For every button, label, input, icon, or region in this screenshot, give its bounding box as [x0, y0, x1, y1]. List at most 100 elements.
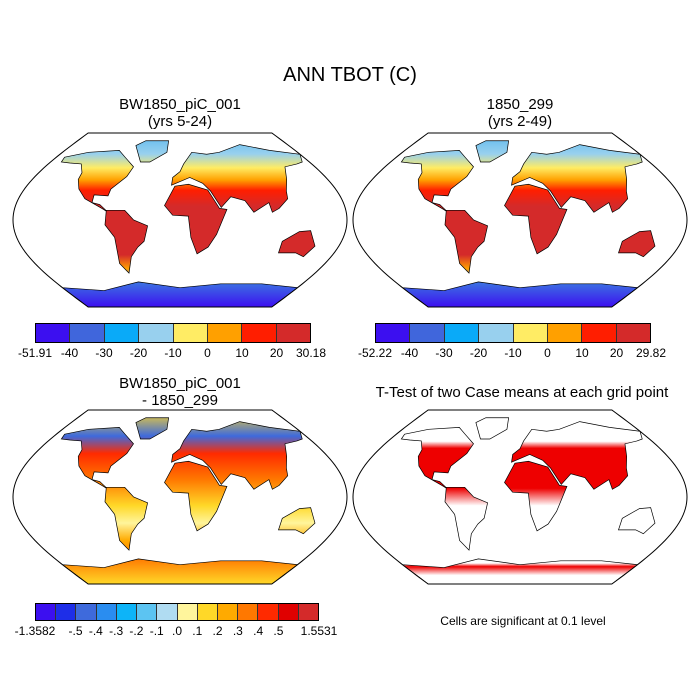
landmass-antarctica	[61, 281, 299, 307]
landmass-antarctica	[401, 558, 639, 584]
colorbar-label: -20	[129, 346, 148, 360]
colorbar-label: .1	[192, 624, 203, 638]
landmass-africa	[504, 460, 568, 532]
landmass-south-america	[444, 486, 489, 551]
colorbar-box	[207, 324, 243, 342]
landmass-australia	[618, 230, 656, 258]
landmass-greenland	[135, 140, 170, 163]
colorbar-box	[36, 604, 57, 620]
colorbar-box	[76, 604, 97, 620]
map-outline	[352, 132, 688, 308]
colorbar-label: .0	[171, 624, 183, 638]
colorbar-label: 0	[544, 346, 551, 360]
colorbar-box	[513, 324, 548, 342]
colorbar-label: 30.18	[295, 346, 327, 360]
map-outline	[352, 409, 688, 585]
panel1-subtitle: (yrs 5-24)	[147, 113, 213, 130]
colorbar-label: .5	[273, 624, 284, 638]
landmass-greenland	[475, 140, 510, 163]
landmass-north-america	[400, 150, 474, 213]
colorbar-box	[410, 324, 445, 342]
colorbar-label: -52.22	[357, 346, 393, 360]
map-panel4	[352, 409, 688, 585]
colorbar-box	[96, 604, 117, 620]
colorbar-label: 10	[235, 346, 249, 360]
colorbar-label: -10	[164, 346, 182, 360]
colorbar-box	[616, 324, 650, 342]
map-panel1	[12, 132, 348, 308]
colorbar-panel3	[35, 603, 319, 621]
panel1-title: BW1850_piC_001	[119, 96, 241, 113]
colorbar-box	[238, 604, 259, 620]
landmass-antarctica	[401, 281, 639, 307]
colorbar-box	[217, 604, 239, 620]
landmass-eurasia	[171, 144, 303, 213]
landmass-eurasia	[171, 421, 303, 490]
colorbar-box	[36, 324, 71, 342]
panel4-title: T-Test of two Case means at each grid po…	[375, 384, 669, 401]
landmass-eurasia	[511, 144, 643, 213]
colorbar-label: -51.91	[17, 346, 53, 360]
colorbar-box	[376, 324, 411, 342]
colorbar-box	[242, 324, 277, 342]
colorbar-box	[258, 604, 279, 620]
colorbar-box	[116, 604, 138, 620]
landmass-africa	[164, 460, 228, 532]
landmass-greenland	[135, 417, 170, 440]
colorbar-box	[56, 604, 77, 620]
colorbar-label: -.3	[109, 624, 124, 638]
colorbar-label: 0	[204, 346, 211, 360]
map-outline	[12, 409, 348, 585]
landmass-australia	[278, 230, 316, 258]
colorbar-box	[139, 324, 174, 342]
landmass-australia	[278, 507, 316, 535]
colorbar-box	[547, 324, 583, 342]
colorbar-box	[177, 604, 198, 620]
landmass-south-america	[104, 486, 149, 551]
map-outline	[12, 132, 348, 308]
colorbar-label: -40	[400, 346, 419, 360]
significance-note: Cells are significant at 0.1 level	[440, 614, 606, 628]
colorbar-label: 1.5531	[300, 624, 338, 638]
colorbar-box	[104, 324, 140, 342]
landmass-south-america	[444, 209, 489, 274]
landmass-antarctica	[61, 558, 299, 584]
landmass-eurasia	[511, 421, 643, 490]
colorbar-label: 29.82	[635, 346, 667, 360]
panel2-subtitle: (yrs 2-49)	[487, 113, 553, 130]
colorbar-box	[582, 324, 617, 342]
colorbar-label: 10	[575, 346, 589, 360]
colorbar-box	[137, 604, 158, 620]
colorbar-label: -.2	[129, 624, 144, 638]
colorbar-box	[173, 324, 208, 342]
colorbar-panel1	[35, 323, 311, 343]
landmass-north-america	[60, 150, 134, 213]
colorbar-box	[157, 604, 178, 620]
landmass-north-america	[400, 427, 474, 490]
colorbar-label: -.1	[149, 624, 164, 638]
colorbar-label: -1.3582	[14, 624, 56, 638]
colorbar-label: 20	[609, 346, 624, 360]
colorbar-box	[276, 324, 310, 342]
map-panel2	[352, 132, 688, 308]
colorbar-panel2	[375, 323, 651, 343]
landmass-australia	[618, 507, 656, 535]
landmass-north-america	[60, 427, 134, 490]
colorbar-label: -10	[504, 346, 522, 360]
colorbar-label: .3	[232, 624, 243, 638]
panel3-subtitle: - 1850_299	[142, 392, 218, 409]
colorbar-box	[444, 324, 480, 342]
panel2-title: 1850_299	[486, 96, 554, 113]
colorbar-label: -20	[469, 346, 488, 360]
colorbar-label: -.5	[68, 624, 83, 638]
colorbar-label: -30	[435, 346, 453, 360]
colorbar-box	[298, 604, 319, 620]
colorbar-box	[70, 324, 105, 342]
colorbar-box	[197, 604, 218, 620]
landmass-africa	[504, 183, 568, 255]
colorbar-label: -.4	[88, 624, 103, 638]
landmass-greenland	[475, 417, 510, 440]
landmass-south-america	[104, 209, 149, 274]
colorbar-label: .4	[253, 624, 264, 638]
